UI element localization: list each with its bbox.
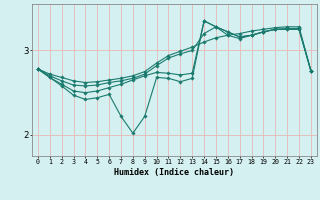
X-axis label: Humidex (Indice chaleur): Humidex (Indice chaleur) — [115, 168, 234, 177]
